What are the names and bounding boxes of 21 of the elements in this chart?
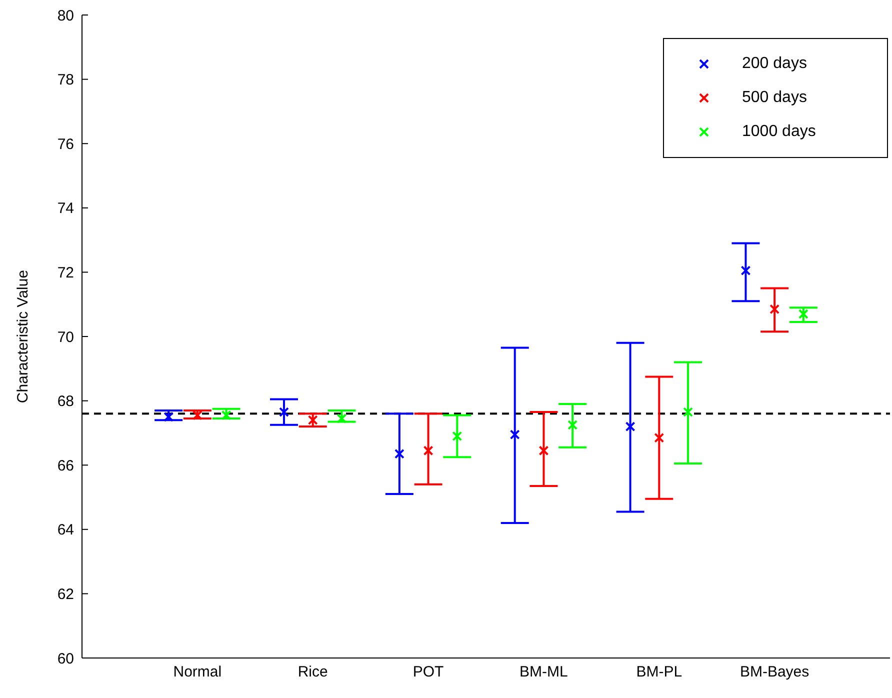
x-tick-label: POT: [412, 664, 444, 681]
x-tick-label: BM-PL: [636, 664, 682, 681]
legend-label: 500 days: [742, 89, 807, 107]
y-tick-label: 60: [57, 650, 74, 668]
legend-label: 1000 days: [742, 123, 816, 141]
y-tick-label: 62: [57, 586, 74, 604]
x-tick-label: Rice: [298, 664, 328, 681]
y-tick-label: 78: [57, 72, 74, 89]
y-tick-label: 68: [57, 393, 74, 410]
y-tick-label: 76: [57, 136, 74, 153]
x-tick-label: BM-ML: [520, 664, 568, 681]
y-tick-label: 66: [57, 457, 74, 474]
y-tick-label: 70: [57, 328, 74, 346]
y-tick-label: 64: [57, 522, 74, 539]
y-axis-title: Characteristic Value: [14, 270, 32, 404]
y-tick-label: 80: [57, 7, 74, 24]
x-tick-label: Normal: [173, 664, 222, 681]
y-tick-label: 74: [57, 200, 74, 218]
x-tick-label: BM-Bayes: [740, 664, 810, 681]
legend-label: 200 days: [742, 55, 807, 73]
y-tick-label: 72: [57, 264, 74, 282]
